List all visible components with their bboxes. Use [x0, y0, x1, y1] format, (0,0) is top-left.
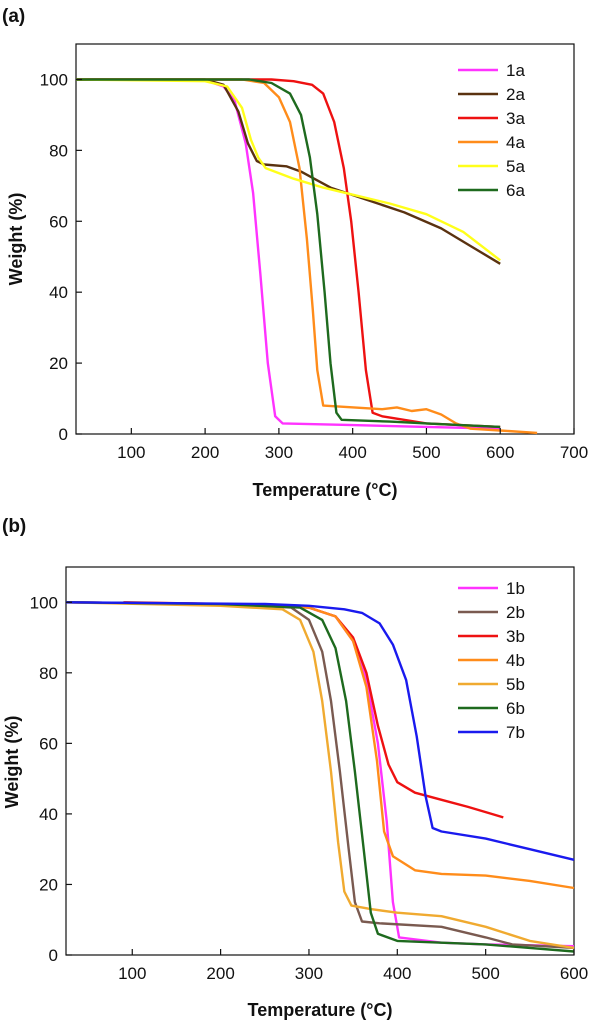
legend-label-1b: 1b — [506, 579, 525, 598]
panel-a-series — [75, 78, 538, 435]
y-tick-label: 0 — [49, 946, 58, 965]
y-tick-label: 0 — [59, 425, 68, 444]
panel-b-ticks: 100 200 300 400 500 600 0 20 40 60 80 100 — [30, 593, 589, 983]
series-line-2b — [65, 601, 575, 950]
legend-label-3b: 3b — [506, 627, 525, 646]
series-line-3a — [76, 78, 501, 429]
series-line-6a — [76, 78, 501, 429]
panel-b-label: (b) — [2, 516, 26, 537]
series-line-4a — [76, 78, 538, 435]
y-tick-label: 40 — [49, 283, 68, 302]
y-tick-label: 20 — [39, 875, 58, 894]
x-tick-label: 300 — [295, 964, 323, 983]
series-line-5b — [65, 601, 575, 950]
panel-b-legend: 1b 2b 3b 4b 5b 6b 7b — [458, 579, 525, 742]
y-tick-label: 80 — [49, 141, 68, 160]
legend-label-6a: 6a — [506, 181, 525, 200]
legend-label-1a: 1a — [506, 61, 525, 80]
y-tick-label: 40 — [39, 805, 58, 824]
panel-b-series — [65, 601, 575, 953]
panel-a-x-axis-title: Temperature (°C) — [253, 480, 398, 500]
panel-b: (b) 100 200 300 400 500 600 0 20 40 60 80 100 Tempe… — [2, 516, 588, 1020]
panel-a-ticks: 100 200 300 400 500 600 700 0 20 40 60 80 100 — [40, 70, 589, 462]
legend-label-4b: 4b — [506, 651, 525, 670]
x-tick-label: 400 — [338, 443, 366, 462]
legend-label-3a: 3a — [506, 109, 525, 128]
x-tick-label: 200 — [191, 443, 219, 462]
x-tick-label: 500 — [471, 964, 499, 983]
x-tick-label: 500 — [412, 443, 440, 462]
panel-a-plot-frame — [75, 43, 575, 435]
legend-label-2b: 2b — [506, 603, 525, 622]
series-line-7b — [65, 601, 575, 861]
series-line-4b — [65, 601, 575, 890]
y-tick-label: 100 — [30, 593, 58, 612]
panel-b-plot-frame — [65, 566, 575, 956]
y-tick-label: 80 — [39, 664, 58, 683]
series-line-5a — [75, 78, 501, 262]
legend-label-2a: 2a — [506, 85, 525, 104]
x-tick-label: 400 — [383, 964, 411, 983]
series-line-3b — [123, 601, 504, 819]
y-tick-label: 60 — [39, 734, 58, 753]
x-tick-label: 600 — [486, 443, 514, 462]
series-line-1b — [65, 601, 575, 948]
panel-b-x-axis-title: Temperature (°C) — [248, 1000, 393, 1020]
x-tick-label: 200 — [206, 964, 234, 983]
legend-label-5a: 5a — [506, 157, 525, 176]
legend-label-7b: 7b — [506, 723, 525, 742]
y-tick-label: 100 — [40, 70, 68, 89]
x-tick-label: 700 — [560, 443, 588, 462]
x-tick-label: 100 — [117, 443, 145, 462]
panel-a-label: (a) — [2, 6, 25, 27]
series-line-2a — [76, 78, 501, 265]
y-tick-label: 60 — [49, 212, 68, 231]
series-line-6b — [65, 601, 575, 953]
legend-label-6b: 6b — [506, 699, 525, 718]
legend-label-5b: 5b — [506, 675, 525, 694]
panel-a-y-axis-title: Weight (%) — [6, 193, 26, 286]
panel-b-y-axis-title: Weight (%) — [2, 716, 22, 809]
panel-a: (a) 100 200 300 400 500 600 700 0 20 40 60 80 100 Te… — [2, 6, 588, 500]
series-line-1a — [75, 78, 501, 430]
x-tick-label: 300 — [265, 443, 293, 462]
y-tick-label: 20 — [49, 354, 68, 373]
legend-label-4a: 4a — [506, 133, 525, 152]
x-tick-label: 100 — [118, 964, 146, 983]
panel-a-legend: 1a 2a 3a 4a 5a 6a — [458, 61, 525, 200]
x-tick-label: 600 — [560, 964, 588, 983]
